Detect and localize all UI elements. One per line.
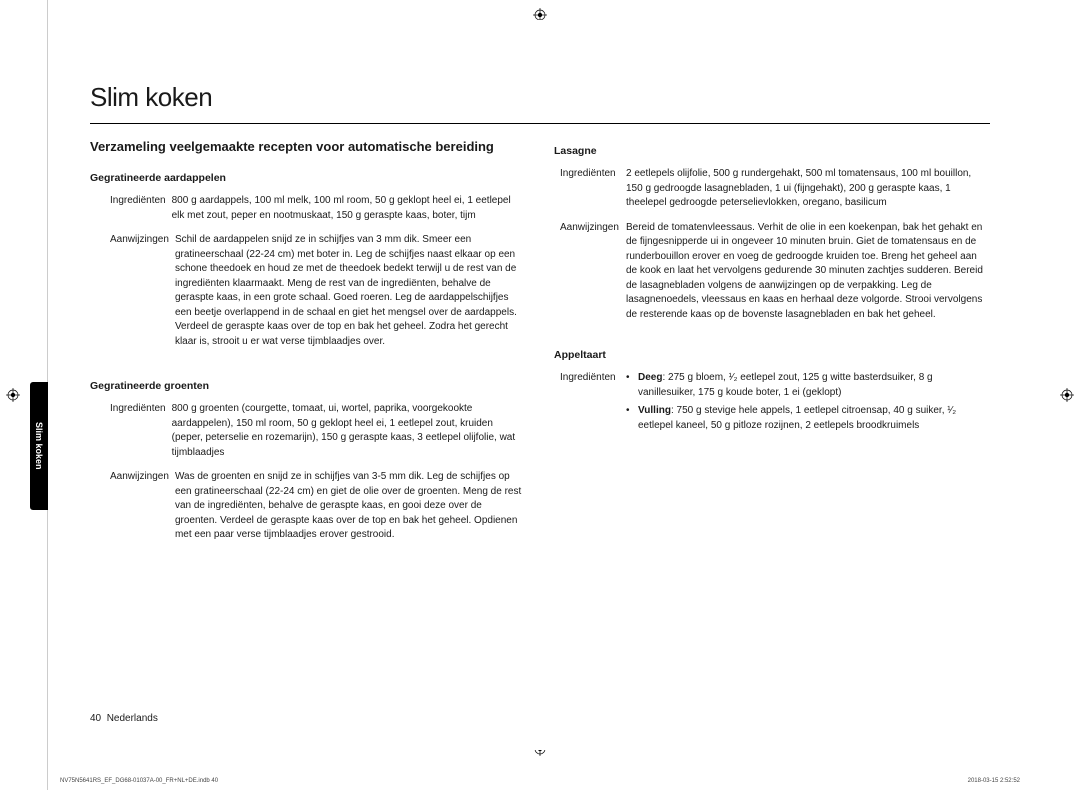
page-footer: 40 Nederlands xyxy=(90,713,158,724)
column-left: Verzameling veelgemaakte recepten voor a… xyxy=(90,138,526,553)
page-content: Slim koken Verzameling veelgemaakte rece… xyxy=(60,20,1020,750)
row-value: 800 g aardappels, 100 ml melk, 100 ml ro… xyxy=(172,194,526,223)
row-value: Schil de aardappelen snijd ze in schijfj… xyxy=(175,233,526,349)
side-tab: Slim koken xyxy=(30,382,48,510)
imprint-filename: NV75N5641RS_EF_DG68-01037A-00_FR+NL+DE.i… xyxy=(60,778,218,784)
bullet-prefix: Vulling xyxy=(638,405,671,416)
ingredient-bullets: Deeg: 275 g bloem, ¹⁄₂ eetlepel zout, 12… xyxy=(626,371,990,433)
list-item: Vulling: 750 g stevige hele appels, 1 ee… xyxy=(626,404,990,433)
row-label: Aanwijzingen xyxy=(90,233,175,349)
row-label: Aanwijzingen xyxy=(554,221,626,323)
section-title: Verzameling veelgemaakte recepten voor a… xyxy=(90,138,526,157)
list-item: Deeg: 275 g bloem, ¹⁄₂ eetlepel zout, 12… xyxy=(626,371,990,400)
row-label: Ingrediënten xyxy=(90,402,172,460)
row-value: 800 g groenten (courgette, tomaat, ui, w… xyxy=(172,402,526,460)
registration-mark-icon xyxy=(6,388,20,402)
recipe-row-directions: Aanwijzingen Schil de aardappelen snijd … xyxy=(90,233,526,349)
title-rule xyxy=(90,123,990,124)
recipe-row-ingredients: Ingrediënten 800 g aardappels, 100 ml me… xyxy=(90,194,526,223)
columns: Verzameling veelgemaakte recepten voor a… xyxy=(60,138,1020,553)
row-value: Was de groenten en snijd ze in schijfjes… xyxy=(175,470,526,543)
row-label: Ingrediënten xyxy=(554,371,626,437)
page-title: Slim koken xyxy=(60,20,1020,121)
recipe-title: Appeltaart xyxy=(554,348,990,363)
recipe-row-directions: Aanwijzingen Was de groenten en snijd ze… xyxy=(90,470,526,543)
imprint-line: NV75N5641RS_EF_DG68-01037A-00_FR+NL+DE.i… xyxy=(60,778,1020,784)
imprint-timestamp: 2018-03-15 2:52:52 xyxy=(968,778,1020,784)
bullet-text: : 275 g bloem, ¹⁄₂ eetlepel zout, 125 g … xyxy=(638,372,933,398)
recipe-row-ingredients: Ingrediënten Deeg: 275 g bloem, ¹⁄₂ eetl… xyxy=(554,371,990,437)
row-label: Aanwijzingen xyxy=(90,470,175,543)
recipe-title: Gegratineerde groenten xyxy=(90,379,526,394)
bullet-prefix: Deeg xyxy=(638,372,662,383)
row-label: Ingrediënten xyxy=(554,167,626,211)
recipe-title: Gegratineerde aardappelen xyxy=(90,171,526,186)
column-right: Lasagne Ingrediënten 2 eetlepels olijfol… xyxy=(554,138,990,553)
row-value: 2 eetlepels olijfolie, 500 g rundergehak… xyxy=(626,167,990,211)
row-value: Bereid de tomatenvleessaus. Verhit de ol… xyxy=(626,221,990,323)
bullet-text: : 750 g stevige hele appels, 1 eetlepel … xyxy=(638,405,956,431)
footer-language: Nederlands xyxy=(107,713,158,724)
recipe-row-ingredients: Ingrediënten 800 g groenten (courgette, … xyxy=(90,402,526,460)
row-label: Ingrediënten xyxy=(90,194,172,223)
registration-mark-icon xyxy=(1060,388,1074,402)
recipe-row-ingredients: Ingrediënten 2 eetlepels olijfolie, 500 … xyxy=(554,167,990,211)
recipe-row-directions: Aanwijzingen Bereid de tomatenvleessaus.… xyxy=(554,221,990,323)
recipe-title: Lasagne xyxy=(554,144,990,159)
footer-page-number: 40 xyxy=(90,713,101,724)
row-value: Deeg: 275 g bloem, ¹⁄₂ eetlepel zout, 12… xyxy=(626,371,990,437)
